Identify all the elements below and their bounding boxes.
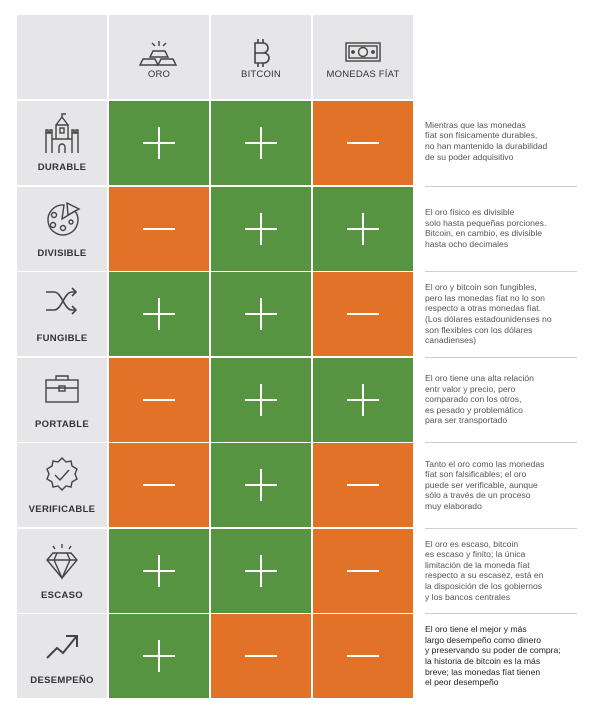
- row-description: El oro tiene una alta relación entr valo…: [425, 373, 534, 426]
- shuffle-icon: [17, 284, 107, 323]
- row-header-verificable: VERIFICABLE: [17, 443, 107, 527]
- row-description: El oro tiene el mejor y más largo desemp…: [425, 624, 561, 688]
- row-header-durable: DURABLE: [17, 101, 107, 185]
- divider: [425, 527, 577, 529]
- plus-icon: [245, 383, 277, 416]
- divider: [425, 185, 577, 187]
- rating-cell-plus: [211, 272, 311, 356]
- rating-cell-minus: [109, 443, 209, 527]
- rating-cell-minus: [109, 357, 209, 442]
- pizza-icon: [17, 199, 107, 244]
- column-header-label: BITCOIN: [241, 69, 281, 80]
- row-header-desempeño: DESEMPEÑO: [17, 614, 107, 698]
- plus-icon: [245, 127, 277, 159]
- row-header-label: DESEMPEÑO: [30, 675, 94, 686]
- rating-cell-plus: [109, 528, 209, 613]
- minus-icon: [347, 655, 379, 657]
- briefcase-icon: [17, 370, 107, 411]
- row-description: El oro y bitcoin son fungibles, pero las…: [425, 282, 552, 346]
- minus-icon: [245, 655, 277, 657]
- row-description: El oro físico es divisible solo hasta pe…: [425, 207, 547, 250]
- row-header-label: ESCASO: [41, 589, 83, 601]
- row-description: Mientras que las monedas fíat son física…: [425, 119, 548, 162]
- rating-cell-minus: [313, 101, 413, 185]
- rating-cell-minus: [109, 186, 209, 271]
- plus-icon: [143, 640, 175, 672]
- minus-icon: [143, 227, 175, 230]
- rating-cell-minus: [313, 443, 413, 527]
- row-description: El oro es escaso, bitcoin es escaso y fi…: [425, 538, 544, 602]
- rating-cell-plus: [211, 101, 311, 185]
- minus-icon: [347, 142, 379, 144]
- rating-cell-plus: [211, 357, 311, 442]
- divider: [425, 613, 577, 614]
- row-header-label: FUNGIBLE: [36, 333, 88, 344]
- plus-icon: [143, 298, 175, 330]
- rating-cell-plus: [211, 186, 311, 271]
- column-header-2: BITCOIN: [211, 15, 311, 99]
- minus-icon: [143, 398, 175, 401]
- row-header-label: DIVISIBLE: [37, 247, 87, 259]
- rating-cell-minus: [313, 614, 413, 698]
- plus-icon: [347, 212, 379, 245]
- row-header-divisible: DIVISIBLE: [17, 186, 107, 271]
- column-header-label: MONEDAS FÍAT: [326, 69, 400, 80]
- rating-cell-plus: [313, 186, 413, 271]
- rating-cell-plus: [109, 101, 209, 185]
- plus-icon: [143, 127, 175, 159]
- divider: [425, 442, 577, 443]
- rating-cell-minus: [313, 272, 413, 356]
- column-header-1: ORO: [109, 15, 209, 99]
- row-header-label: PORTABLE: [35, 418, 89, 430]
- row-description: Tanto el oro como las monedas fíat son f…: [425, 458, 545, 511]
- plus-icon: [245, 212, 277, 245]
- gold-bars-icon: [109, 37, 209, 76]
- plus-icon: [245, 554, 277, 587]
- row-header-escaso: ESCASO: [17, 528, 107, 613]
- column-header-label: ORO: [147, 69, 171, 80]
- column-header-3: MONEDAS FÍAT: [313, 15, 413, 99]
- verified-badge-icon: [17, 455, 107, 500]
- plus-icon: [347, 383, 379, 416]
- rating-cell-plus: [109, 272, 209, 356]
- row-header-label: VERIFICABLE: [28, 504, 96, 515]
- plus-icon: [143, 554, 175, 587]
- banknote-icon: [313, 37, 413, 72]
- row-header-label: DURABLE: [37, 162, 87, 173]
- row-header-portable: PORTABLE: [17, 357, 107, 442]
- minus-icon: [347, 569, 379, 572]
- castle-icon: [17, 113, 107, 160]
- rating-cell-plus: [109, 614, 209, 698]
- bitcoin-icon: [211, 37, 311, 74]
- row-header-fungible: FUNGIBLE: [17, 272, 107, 356]
- minus-icon: [347, 484, 379, 486]
- rating-cell-minus: [211, 614, 311, 698]
- divider: [425, 356, 577, 358]
- divider: [425, 271, 577, 272]
- minus-icon: [347, 313, 379, 315]
- plus-icon: [245, 469, 277, 501]
- minus-icon: [143, 484, 175, 486]
- rating-cell-minus: [313, 528, 413, 613]
- rating-cell-plus: [211, 443, 311, 527]
- diamond-icon: [17, 541, 107, 586]
- trend-up-icon: [17, 626, 107, 667]
- rating-cell-plus: [211, 528, 311, 613]
- rating-cell-plus: [313, 357, 413, 442]
- plus-icon: [245, 298, 277, 330]
- corner-cell: [17, 15, 107, 99]
